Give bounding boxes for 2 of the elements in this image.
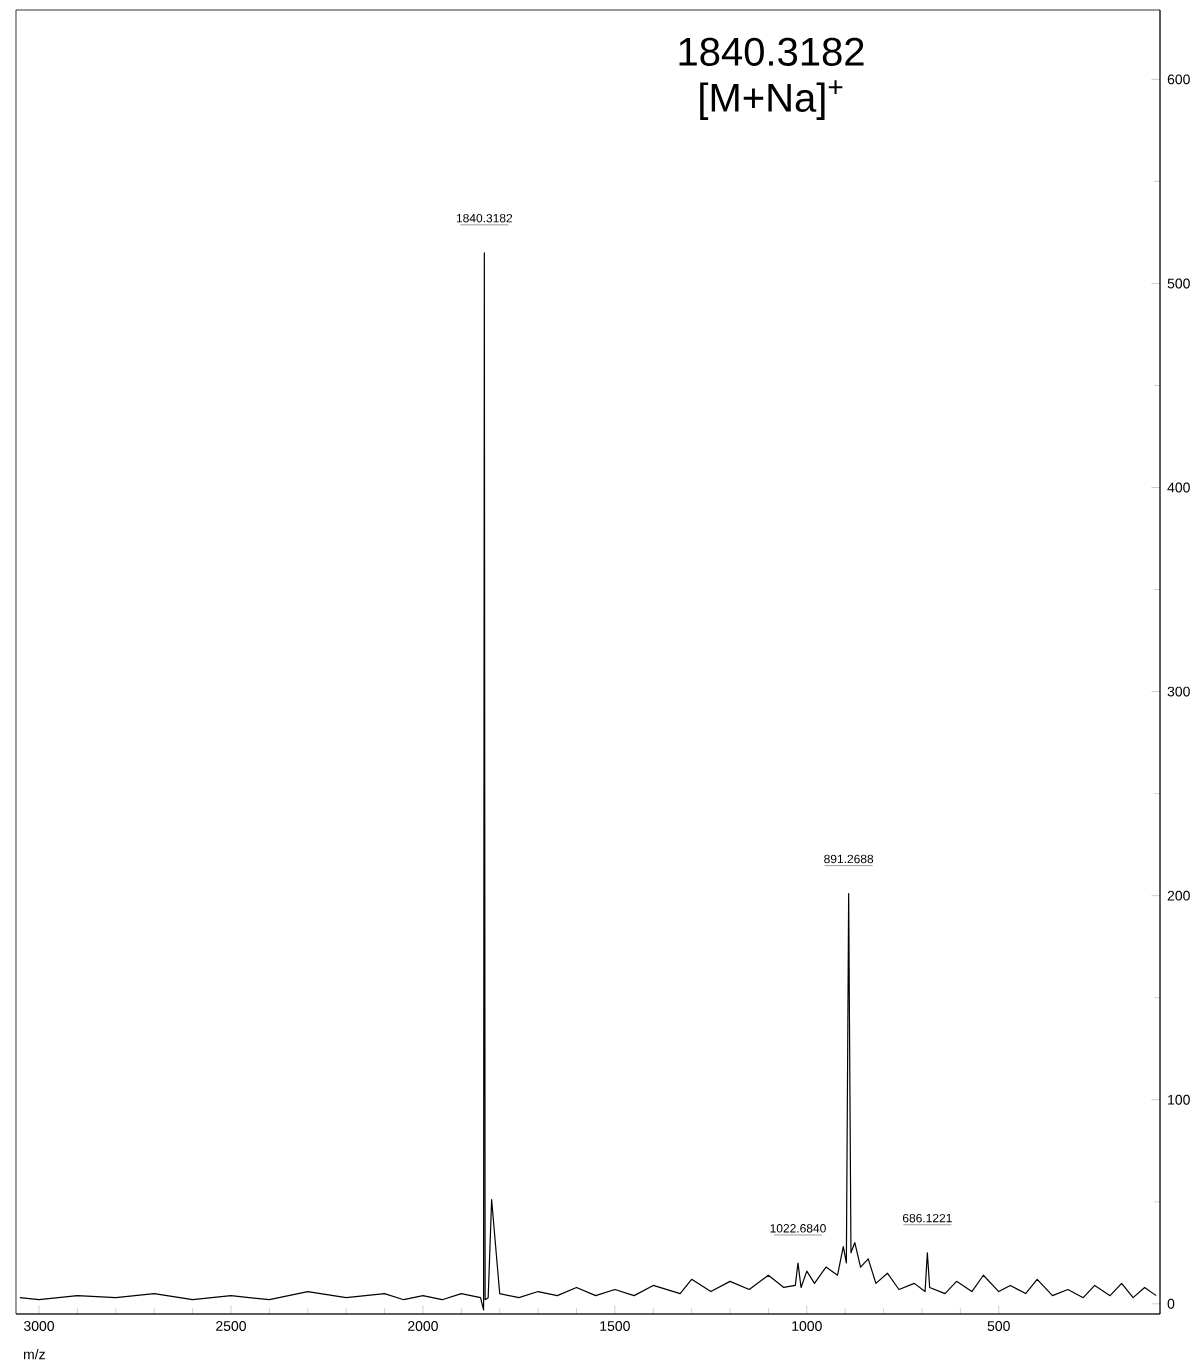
text: [M+Na]$^{+}$ bbox=[700, 80, 843, 120]
text: 1840.3182 bbox=[679, 37, 864, 66]
